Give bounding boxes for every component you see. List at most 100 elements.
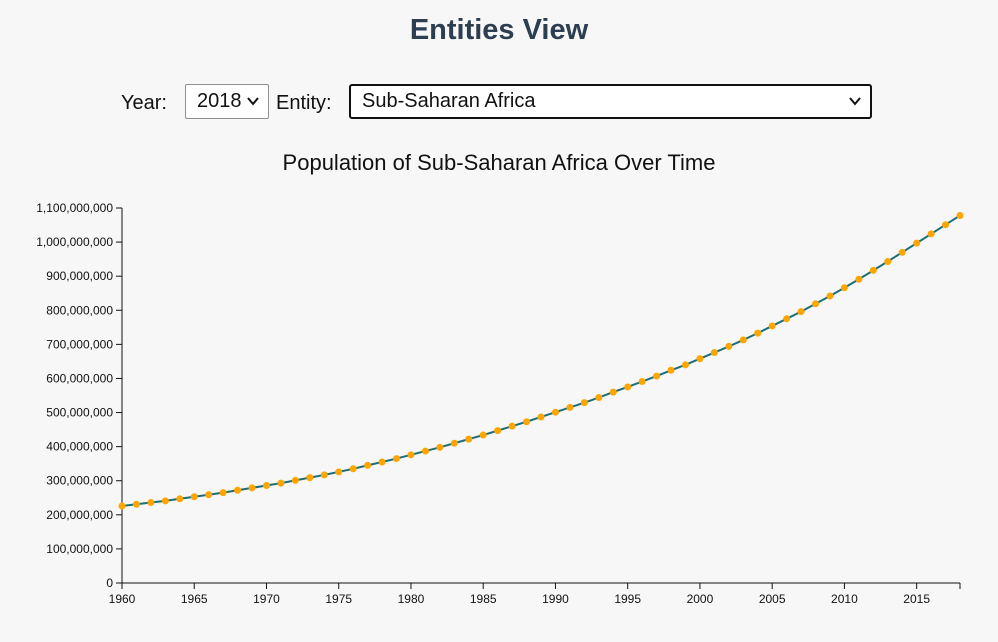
x-tick-label: 1995 <box>614 592 641 606</box>
data-point <box>450 439 458 447</box>
y-tick-label: 700,000,000 <box>46 337 113 351</box>
data-point <box>306 474 314 482</box>
year-label: Year: <box>121 92 167 114</box>
chevron-down-icon <box>849 97 861 106</box>
data-point <box>898 248 906 256</box>
data-point <box>407 451 415 459</box>
data-point <box>349 465 357 473</box>
data-point <box>580 399 588 407</box>
x-tick-label: 1975 <box>325 592 352 606</box>
data-point <box>566 403 574 411</box>
data-point <box>710 349 718 357</box>
y-tick-label: 600,000,000 <box>46 371 113 385</box>
y-tick-label: 800,000,000 <box>46 303 113 317</box>
data-point <box>364 461 372 469</box>
data-point <box>551 408 559 416</box>
data-point <box>248 484 256 492</box>
y-tick-label: 900,000,000 <box>46 269 113 283</box>
y-tick-label: 1,000,000,000 <box>36 235 113 249</box>
data-point <box>653 372 661 380</box>
data-point <box>884 258 892 266</box>
data-point <box>927 230 935 238</box>
data-point <box>754 329 762 337</box>
y-tick-label: 300,000,000 <box>46 474 113 488</box>
series-line <box>121 214 961 507</box>
data-point <box>494 427 502 435</box>
data-point <box>942 221 950 229</box>
data-point <box>132 500 140 508</box>
data-point <box>147 499 155 507</box>
data-point <box>320 471 328 479</box>
controls-bar: Year: 2018 Entity: Sub-Saharan Africa <box>0 83 998 121</box>
data-point <box>161 497 169 505</box>
data-point <box>739 336 747 344</box>
x-tick-label: 1980 <box>398 592 425 606</box>
data-point <box>190 493 198 501</box>
x-axis: 1960 1965 1970 1975 1980 1985 1990 1995 2000 2005… <box>109 582 961 606</box>
entity-select[interactable]: Sub-Saharan Africa <box>349 84 872 119</box>
series-group <box>118 212 964 510</box>
data-point <box>378 458 386 466</box>
x-tick-label: 2010 <box>831 592 858 606</box>
data-point <box>508 422 516 430</box>
y-tick-label: 500,000,000 <box>46 406 113 420</box>
year-select[interactable]: 2018 <box>185 84 269 119</box>
data-point <box>956 212 964 219</box>
page-title: Entities View <box>409 14 589 46</box>
data-point <box>725 342 733 350</box>
data-point <box>609 388 617 396</box>
data-point <box>277 479 285 487</box>
data-point <box>205 491 213 499</box>
data-point <box>638 378 646 386</box>
year-select-value: 2018 <box>197 90 242 112</box>
data-point <box>913 239 921 247</box>
data-point <box>465 435 473 443</box>
data-point <box>393 455 401 463</box>
data-point <box>855 275 863 283</box>
y-tick-label: 200,000,000 <box>46 508 113 522</box>
data-point <box>696 355 704 363</box>
data-point <box>291 476 299 484</box>
y-tick-label: 100,000,000 <box>46 542 113 556</box>
x-tick-label: 2005 <box>759 592 786 606</box>
data-point <box>768 322 776 330</box>
data-point <box>595 394 603 402</box>
data-point <box>783 315 791 323</box>
data-point <box>219 489 227 497</box>
data-point <box>335 468 343 476</box>
data-point <box>624 383 632 391</box>
data-point <box>479 431 487 439</box>
data-point <box>234 486 242 494</box>
x-tick-label: 2000 <box>687 592 714 606</box>
y-tick-label: 400,000,000 <box>46 440 113 454</box>
data-point <box>176 495 184 503</box>
y-tick-label: 1,100,000,000 <box>36 201 113 215</box>
x-tick-label: 1970 <box>253 592 280 606</box>
entity-label: Entity: <box>276 92 332 114</box>
y-axis: 0 100,000,000 200,000,000 300,000,000 400,00… <box>36 201 123 590</box>
y-tick-label: 0 <box>106 576 113 590</box>
data-point <box>436 443 444 451</box>
x-tick-label: 1965 <box>181 592 208 606</box>
data-point <box>812 300 820 308</box>
data-point <box>797 308 805 316</box>
data-point <box>826 292 834 300</box>
entity-select-value: Sub-Saharan Africa <box>362 90 536 112</box>
data-point <box>262 482 270 489</box>
population-line-chart: 0 100,000,000 200,000,000 300,000,000 400,00… <box>36 201 964 606</box>
chart-title: Population of Sub-Saharan Africa Over Ti… <box>282 150 716 175</box>
data-point <box>869 266 877 274</box>
data-point <box>118 502 126 510</box>
x-tick-label: 1990 <box>542 592 569 606</box>
data-point <box>667 366 675 374</box>
x-tick-label: 1960 <box>109 592 136 606</box>
x-tick-label: 2015 <box>903 592 930 606</box>
data-point <box>537 413 545 421</box>
chevron-down-icon <box>247 97 259 106</box>
data-point <box>421 447 429 455</box>
data-point <box>681 361 689 369</box>
data-point <box>840 284 848 292</box>
x-tick-label: 1985 <box>470 592 497 606</box>
data-point <box>523 418 531 426</box>
